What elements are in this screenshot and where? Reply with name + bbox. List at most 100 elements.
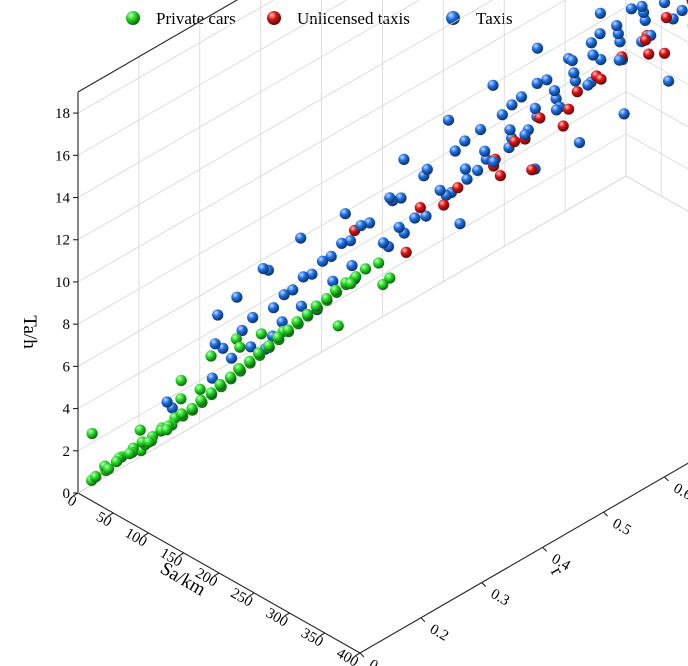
x-tick-label: 300: [263, 605, 290, 630]
taxis-point: [247, 311, 259, 324]
taxis-point: [287, 284, 299, 296]
taxis-point: [625, 3, 638, 15]
z-tick-label: 10: [55, 275, 70, 291]
taxis-point: [409, 212, 421, 224]
private-cars-point: [86, 427, 98, 440]
taxis-point: [568, 67, 580, 79]
taxis-point: [594, 28, 606, 40]
taxis-point: [658, 0, 671, 9]
taxis-point: [442, 114, 455, 126]
taxis-point: [278, 289, 290, 301]
private-cars-point: [205, 350, 217, 362]
private-cars-point: [301, 308, 313, 320]
private-cars-point: [176, 408, 188, 420]
private-cars-point: [244, 355, 256, 367]
y-tick-mark: [603, 511, 608, 517]
x-tick-mark: [354, 652, 361, 657]
taxis-point: [459, 135, 471, 147]
grid-line: [686, 0, 688, 1]
private-cars-point: [255, 328, 267, 340]
taxis-point: [344, 235, 356, 247]
grid-line: [77, 0, 348, 156]
taxis-point: [161, 396, 173, 408]
private-cars-point: [89, 471, 101, 483]
taxis-point: [663, 75, 675, 87]
taxis-point: [306, 268, 318, 280]
y-tick-label: 0.5: [610, 516, 634, 539]
y-tick-label: 0.1: [366, 657, 390, 666]
private-cars-point: [234, 341, 246, 353]
taxis-point: [454, 218, 466, 230]
unlicensed-taxis-point: [557, 120, 569, 132]
unlicensed-taxis-point: [639, 34, 652, 46]
private-cars-point: [384, 272, 396, 284]
taxis-point: [550, 104, 563, 116]
z-tick-label: 14: [55, 191, 71, 207]
unlicensed-taxis-point: [526, 164, 538, 176]
taxis-point: [504, 124, 516, 136]
private-cars-point: [102, 463, 115, 475]
taxis-point: [676, 4, 688, 17]
private-cars-point: [332, 320, 344, 332]
y-tick-label: 0.6: [670, 480, 688, 503]
taxis-point: [297, 271, 309, 283]
taxis-point: [384, 192, 396, 204]
taxis-point: [209, 338, 221, 350]
taxis-point: [531, 42, 544, 54]
grid-line: [77, 6, 627, 325]
private-cars-point: [310, 300, 322, 312]
private-cars-point: [134, 424, 146, 436]
taxis-point: [479, 145, 491, 157]
grid-line: [625, 91, 688, 128]
z-axis-title: Ta/h: [19, 315, 40, 349]
unlicensed-taxis-point: [595, 73, 607, 85]
x-axis-title: Sa/km: [156, 558, 209, 601]
taxis-point: [257, 263, 269, 275]
taxis-point: [459, 163, 471, 175]
grid-line: [77, 0, 275, 114]
legend-marker-private-cars: [126, 11, 140, 25]
taxis-point: [434, 184, 446, 196]
private-cars-point: [329, 284, 342, 296]
unlicensed-taxis-point: [658, 47, 671, 59]
z-tick-label: 6: [63, 359, 71, 375]
taxis-point: [582, 79, 594, 91]
taxis-point: [420, 210, 432, 222]
private-cars-point: [263, 340, 275, 352]
private-cars-point: [321, 293, 333, 305]
private-cars-point: [252, 347, 265, 359]
unlicensed-taxis-point: [643, 48, 655, 60]
taxis-point: [295, 300, 307, 312]
grid-line: [77, 0, 421, 198]
legend-label-taxis: Taxis: [476, 9, 513, 28]
taxis-point: [231, 291, 243, 303]
taxis-point: [206, 372, 218, 384]
x-tick-mark: [107, 512, 114, 517]
axis-ticks: 0501001502002503003504000.10.20.30.40.50…: [55, 106, 688, 666]
taxis-point: [364, 217, 376, 229]
taxis-point: [573, 137, 586, 149]
taxis-point: [449, 145, 461, 157]
taxis-point: [613, 54, 625, 66]
private-cars-point: [359, 263, 372, 275]
private-cars-point: [282, 324, 294, 336]
z-tick-label: 0: [63, 486, 71, 502]
box-edge: [625, 175, 688, 212]
legend-label-unlicensed-taxis: Unlicensed taxis: [297, 9, 410, 28]
private-cars-point: [224, 371, 236, 383]
unlicensed-taxis-point: [508, 135, 521, 148]
taxis-point: [346, 260, 358, 272]
unlicensed-taxis-point: [400, 246, 412, 258]
unlicensed-taxis-point: [660, 12, 673, 24]
private-cars-point: [161, 424, 173, 436]
private-cars-point: [272, 331, 284, 343]
y-axis-line: [359, 462, 688, 654]
taxis-point: [339, 208, 351, 220]
data-points: [86, 0, 688, 486]
y-tick-mark: [359, 652, 365, 658]
legend: Private cars Unlicensed taxis Taxis: [126, 9, 513, 28]
private-cars-point: [195, 394, 207, 406]
taxis-point: [519, 129, 531, 141]
x-tick-label: 400: [334, 645, 361, 666]
